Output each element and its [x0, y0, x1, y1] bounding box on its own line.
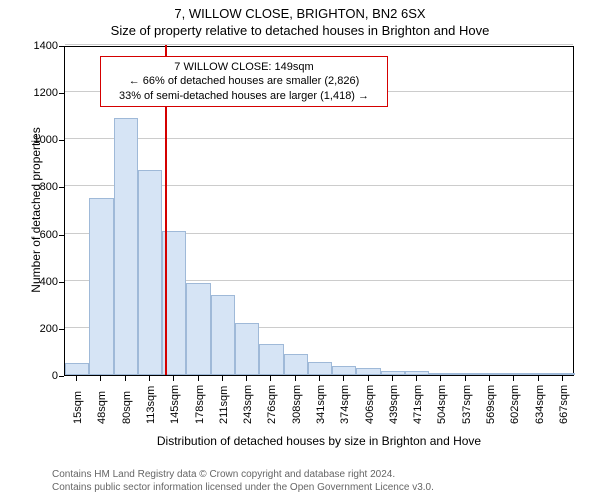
histogram-bar: [381, 371, 405, 375]
x-tick-label: 406sqm: [364, 385, 376, 424]
x-tick-mark: [562, 376, 563, 381]
x-tick-mark: [538, 376, 539, 381]
y-tick-mark: [59, 93, 64, 94]
x-tick-label: 276sqm: [266, 385, 278, 424]
histogram-bar: [89, 198, 113, 375]
x-tick-label: 667sqm: [558, 385, 570, 424]
histogram-bar: [138, 170, 162, 375]
x-tick-label: 439sqm: [388, 385, 400, 424]
y-tick-mark: [59, 46, 64, 47]
x-tick-mark: [465, 376, 466, 381]
histogram-bar: [502, 373, 526, 375]
histogram-bar: [551, 373, 575, 375]
x-tick-mark: [319, 376, 320, 381]
x-tick-label: 471sqm: [412, 385, 424, 424]
annotation-line-1: 7 WILLOW CLOSE: 149sqm: [107, 60, 381, 74]
x-tick-mark: [149, 376, 150, 381]
x-tick-mark: [100, 376, 101, 381]
y-tick-label: 400: [22, 276, 58, 288]
histogram-bar: [526, 373, 550, 375]
x-tick-mark: [222, 376, 223, 381]
x-tick-label: 308sqm: [291, 385, 303, 424]
x-tick-label: 145sqm: [169, 385, 181, 424]
y-tick-mark: [59, 282, 64, 283]
y-tick-mark: [59, 140, 64, 141]
x-tick-label: 48sqm: [96, 391, 108, 424]
histogram-bar: [211, 295, 235, 375]
x-tick-mark: [173, 376, 174, 381]
x-tick-mark: [198, 376, 199, 381]
histogram-bar: [259, 344, 283, 375]
x-tick-label: 211sqm: [218, 386, 230, 424]
x-tick-label: 80sqm: [121, 391, 133, 424]
x-tick-mark: [440, 376, 441, 381]
x-tick-mark: [343, 376, 344, 381]
footer-line-1: Contains HM Land Registry data © Crown c…: [52, 468, 434, 481]
x-tick-mark: [416, 376, 417, 381]
x-tick-label: 113sqm: [145, 386, 157, 424]
x-tick-label: 243sqm: [242, 385, 254, 424]
x-tick-mark: [489, 376, 490, 381]
x-tick-label: 602sqm: [509, 385, 521, 424]
x-tick-label: 15sqm: [72, 391, 84, 424]
property-annotation-box: 7 WILLOW CLOSE: 149sqm ← 66% of detached…: [100, 56, 388, 107]
chart-title-address: 7, WILLOW CLOSE, BRIGHTON, BN2 6SX: [0, 0, 600, 21]
x-tick-mark: [368, 376, 369, 381]
x-tick-label: 178sqm: [194, 385, 206, 424]
histogram-bar: [332, 366, 356, 375]
x-tick-label: 504sqm: [436, 385, 448, 424]
annotation-line-3: 33% of semi-detached houses are larger (…: [107, 89, 381, 103]
chart-footer: Contains HM Land Registry data © Crown c…: [52, 468, 434, 494]
x-tick-mark: [295, 376, 296, 381]
histogram-bar: [284, 354, 308, 375]
y-tick-label: 600: [22, 229, 58, 241]
x-axis-label: Distribution of detached houses by size …: [64, 434, 574, 448]
x-tick-label: 537sqm: [461, 385, 473, 424]
y-tick-label: 0: [22, 370, 58, 382]
y-tick-label: 800: [22, 181, 58, 193]
histogram-bar: [308, 362, 332, 375]
y-tick-label: 1000: [22, 134, 58, 146]
x-tick-mark: [125, 376, 126, 381]
x-tick-label: 634sqm: [534, 385, 546, 424]
histogram-bar: [356, 368, 380, 375]
x-tick-label: 569sqm: [485, 385, 497, 424]
histogram-bar: [65, 363, 89, 375]
x-tick-mark: [76, 376, 77, 381]
histogram-bar: [186, 283, 210, 375]
y-tick-label: 200: [22, 323, 58, 335]
y-tick-mark: [59, 329, 64, 330]
y-tick-mark: [59, 187, 64, 188]
y-tick-label: 1400: [22, 40, 58, 52]
y-tick-mark: [59, 235, 64, 236]
x-tick-mark: [513, 376, 514, 381]
chart-title-description: Size of property relative to detached ho…: [0, 21, 600, 38]
y-tick-label: 1200: [22, 87, 58, 99]
gridline: [65, 138, 573, 139]
footer-line-2: Contains public sector information licen…: [52, 481, 434, 494]
histogram-bar: [429, 373, 453, 375]
gridline: [65, 44, 573, 45]
x-tick-mark: [246, 376, 247, 381]
histogram-bar: [114, 118, 138, 375]
annotation-line-2: ← 66% of detached houses are smaller (2,…: [107, 74, 381, 88]
histogram-bar: [235, 323, 259, 375]
histogram-bar: [454, 373, 478, 375]
x-tick-label: 341sqm: [315, 385, 327, 424]
y-tick-mark: [59, 376, 64, 377]
histogram-bar: [405, 371, 429, 375]
x-tick-label: 374sqm: [339, 385, 351, 424]
histogram-bar: [478, 373, 502, 375]
x-tick-mark: [270, 376, 271, 381]
x-tick-mark: [392, 376, 393, 381]
